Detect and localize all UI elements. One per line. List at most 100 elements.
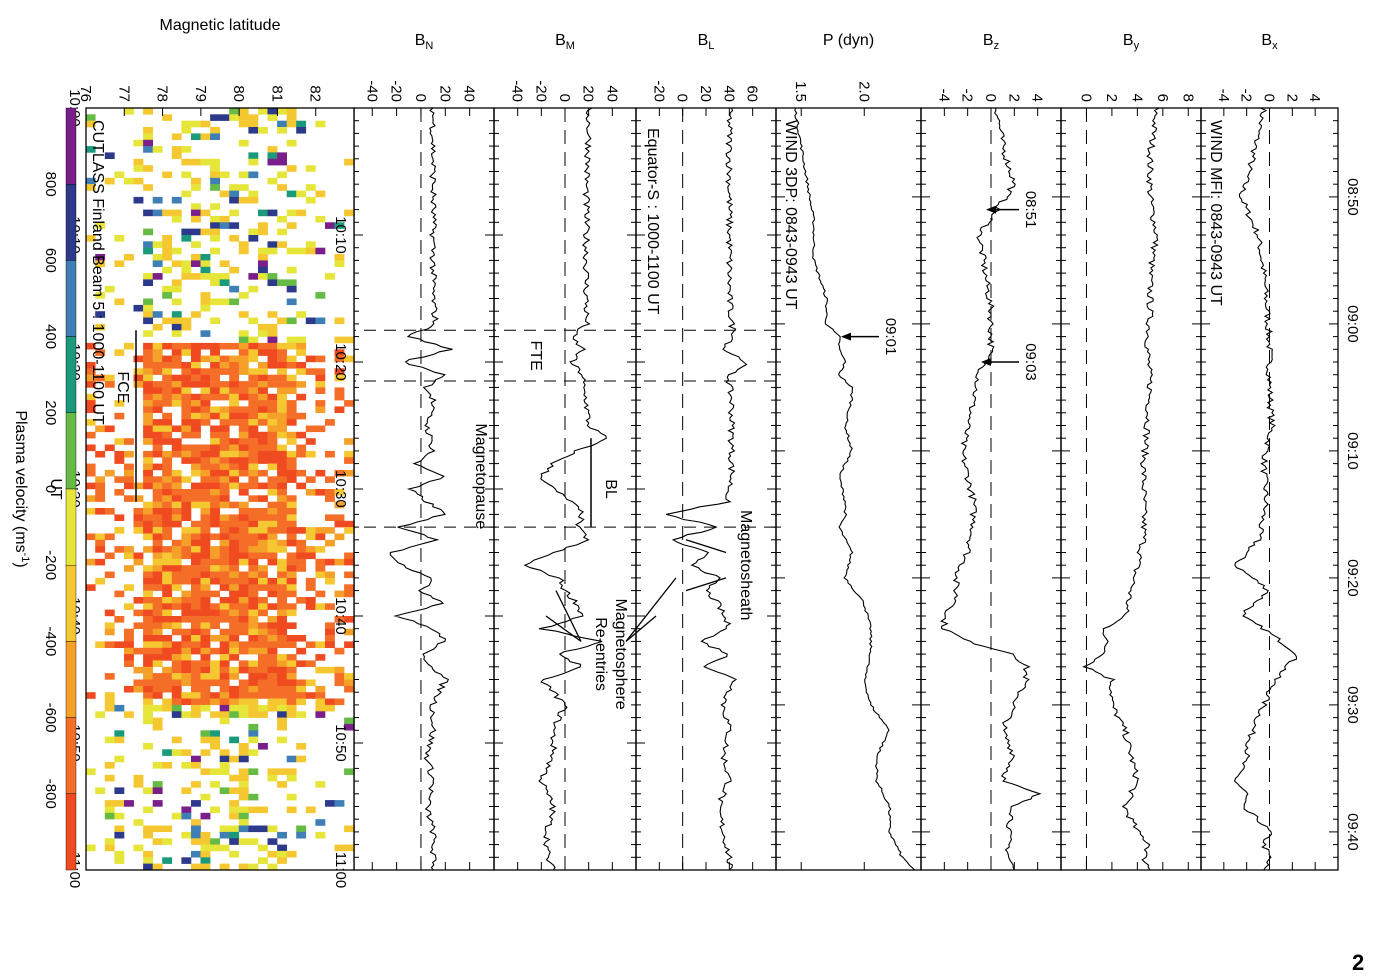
heatmap-cell	[334, 533, 345, 541]
heatmap-cell	[344, 450, 354, 458]
heatmap-cell	[219, 704, 230, 712]
heatmap-cell	[238, 438, 249, 445]
heatmap-cell	[191, 711, 201, 718]
heatmap-cell	[133, 304, 144, 312]
heatmap-cell	[229, 755, 240, 763]
heatmap-cell	[277, 685, 287, 693]
heatmap-cell	[143, 616, 153, 623]
heatmap-cell	[95, 482, 106, 490]
heatmap-cell	[334, 222, 345, 229]
heatmap-cell	[267, 552, 278, 560]
heatmap-cell	[171, 641, 182, 649]
heatmap-cell	[344, 768, 354, 776]
heatmap-cell	[124, 438, 134, 445]
heatmap-cell	[305, 597, 316, 604]
heatmap-cell	[267, 654, 278, 661]
heatmap-cell	[104, 152, 115, 159]
heatmap-cell	[248, 679, 259, 687]
heatmap-cell	[248, 469, 259, 477]
heatmap-cell	[171, 692, 182, 699]
heatmap-cell	[171, 387, 182, 394]
heatmap-cell	[219, 298, 230, 306]
series-line-Bx	[1233, 107, 1297, 871]
heatmap-cell	[286, 355, 297, 363]
heatmap-cell	[133, 609, 144, 617]
heatmap-cell	[286, 533, 297, 541]
heatmap-cell	[344, 685, 354, 693]
heatmap-cell	[286, 660, 297, 668]
y-tick-label: -40	[363, 80, 380, 102]
heatmap-cell	[124, 482, 134, 490]
heatmap-cell	[219, 450, 230, 458]
heatmap-cell	[200, 298, 211, 306]
heatmap-cell	[162, 698, 173, 706]
heatmap-cell	[181, 787, 192, 795]
y-tick-label: -4	[1215, 89, 1232, 102]
heatmap-cell	[248, 533, 259, 541]
heatmap-cell	[210, 508, 220, 515]
heatmap-cell	[248, 666, 259, 674]
heatmap-cell	[248, 127, 259, 134]
heatmap-cell	[210, 298, 220, 306]
heatmap-cell	[344, 844, 354, 852]
y-tick-label: 20	[580, 85, 597, 102]
heatmap-cell	[219, 711, 230, 718]
heatmap-cell	[191, 539, 201, 547]
heatmap-cell	[229, 812, 240, 820]
heatmap-cell	[286, 222, 297, 229]
heatmap-cell	[344, 590, 354, 598]
heatmap-cell	[171, 698, 182, 706]
heatmap-cell	[219, 425, 230, 433]
heatmap-cell	[325, 476, 335, 483]
heatmap-cell	[229, 685, 240, 693]
heatmap-cell	[248, 190, 259, 198]
heatmap-cell	[114, 787, 125, 795]
heatmap-cell	[162, 114, 173, 121]
heatmap-cell	[258, 266, 268, 274]
heatmap-cell	[238, 406, 249, 413]
heatmap-cell	[191, 647, 201, 655]
heatmap-cell	[191, 133, 201, 140]
heatmap-cell	[219, 654, 230, 661]
heatmap-cell	[171, 362, 182, 369]
heatmap-cell	[124, 685, 134, 693]
heatmap-cell	[143, 698, 153, 706]
heatmap-cell	[277, 844, 287, 852]
heatmap-cell	[143, 133, 153, 140]
heatmap-cell	[85, 374, 96, 382]
heatmap-y-tick-label: 77	[115, 85, 132, 102]
heatmap-cell	[238, 571, 249, 579]
heatmap-cell	[258, 609, 268, 617]
heatmap-cell	[258, 393, 268, 401]
heatmap-cell	[191, 241, 201, 248]
heatmap-cell	[152, 704, 163, 712]
heatmap-cell	[210, 342, 220, 350]
heatmap-cell	[210, 533, 220, 541]
heatmap-cell	[229, 584, 240, 591]
heatmap-cell	[191, 158, 201, 166]
heatmap-cell	[277, 673, 287, 680]
heatmap-cell	[267, 381, 278, 388]
heatmap-cell	[162, 387, 173, 394]
heatmap-cell	[200, 450, 211, 458]
heatmap-cell	[143, 304, 153, 312]
heatmap-cell	[95, 323, 106, 331]
heatmap-cell	[162, 590, 173, 598]
y-tick-label: 0	[412, 94, 429, 102]
heatmap-cell	[305, 476, 316, 483]
heatmap-cell	[143, 666, 153, 674]
heatmap-cell	[229, 622, 240, 630]
heatmap-cell	[171, 654, 182, 661]
heatmap-cell	[210, 235, 220, 242]
heatmap-cell	[238, 120, 249, 128]
heatmap-cell	[238, 768, 249, 776]
heatmap-cell	[344, 355, 354, 363]
heatmap-cell	[171, 196, 182, 204]
heatmap-cell	[200, 527, 211, 534]
wind-mfi-title: WIND MFI: 0843-0943 UT	[1207, 120, 1224, 306]
heatmap-cell	[210, 673, 220, 680]
heatmap-cell	[181, 120, 192, 128]
heatmap-cell	[210, 171, 220, 179]
heatmap-cell	[286, 266, 297, 274]
heatmap-cell	[162, 508, 173, 515]
